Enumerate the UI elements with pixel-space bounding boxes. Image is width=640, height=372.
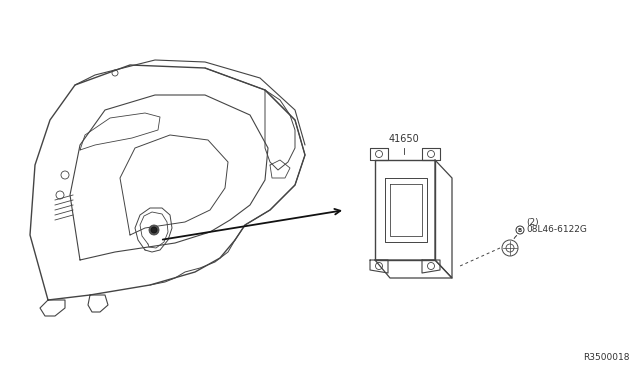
Text: B: B — [518, 228, 522, 232]
Text: 41650: 41650 — [388, 134, 419, 144]
Text: (2): (2) — [526, 218, 539, 227]
Circle shape — [151, 227, 157, 233]
Text: 08L46-6122G: 08L46-6122G — [526, 225, 587, 234]
Circle shape — [149, 225, 159, 235]
Text: R3500018: R3500018 — [584, 353, 630, 362]
